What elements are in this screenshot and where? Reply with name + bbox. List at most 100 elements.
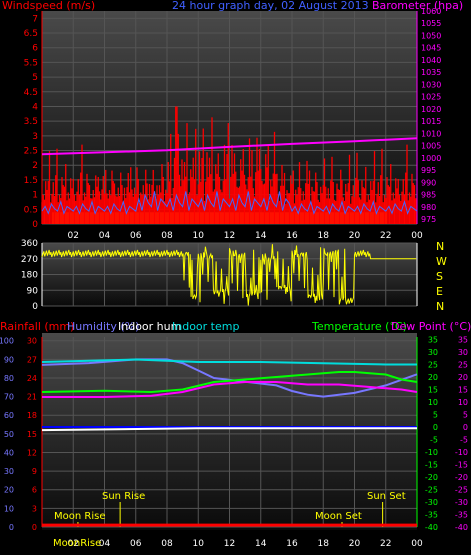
humidity-tick-label: 90 [4,355,14,364]
compass-label: N [436,240,444,253]
barometer-tick-label: 1050 [421,31,441,40]
barometer-tick-label: 1015 [421,117,441,126]
dewpoint-tick-label: -15 [455,461,468,470]
temperature-tick-label: -15 [425,461,438,470]
rain-tick-label: 21 [27,393,37,402]
humidity-tick-label: 20 [4,486,14,495]
rain-tick-label: 12 [27,448,37,457]
barometer-tick-label: 1010 [421,129,441,138]
dewpoint-tick-label: -40 [455,523,468,532]
barometer-tick-label: 1030 [421,80,441,89]
x-tick-label: 16 [286,231,298,241]
barometer-tick-label: 1035 [421,68,441,77]
x-tick-label: 08 [161,231,173,241]
humidity-tick-label: 70 [4,393,14,402]
compass-label: N [436,300,444,313]
legend-dew-point: Dew Point (°C) [391,320,471,333]
chart-title: 24 hour graph day, 02 August 2013 [172,0,369,12]
rain-tick-label: 0 [32,523,37,532]
x-tick-label: 10 [193,539,205,549]
bottom-moonrise-label: MoonRise [53,538,101,549]
x-tick-label: 06 [130,231,142,241]
legend-rainfall: Rainfall (mm) [0,320,74,333]
direction-tick-label: 0 [32,302,38,312]
barometer-tick-label: 985 [421,191,436,200]
x-tick-label: 12 [224,231,235,241]
humidity-tick-label: 30 [4,467,14,476]
wind-gust-line [41,191,418,215]
rain-tick-label: 27 [27,355,37,364]
barometer-tick-label: 1040 [421,56,441,65]
x-tick-label: 04 [99,231,111,241]
dewpoint-tick-label: 25 [458,361,468,370]
dewpoint-tick-label: 30 [458,348,468,357]
temperature-tick-label: 30 [428,348,438,357]
direction-tick-label: 360 [21,239,38,249]
barometer-tick-label: 995 [421,166,436,175]
temperature-tick-label: 20 [428,373,438,382]
wind-tick-label: 0.5 [24,205,38,215]
wind-tick-label: 1.5 [24,176,38,186]
temperature-tick-label: 15 [428,386,438,395]
x-tick-label: 14 [255,539,267,549]
wind-tick-label: 2 [32,161,38,171]
rain-tick-label: 18 [27,411,37,420]
temperature-line [41,371,418,394]
wind-tick-label: 6.5 [24,29,38,39]
wind-panel-marks [41,106,418,224]
rain-tick-label: 15 [27,430,37,439]
x-tick-label: 00 [411,539,423,549]
x-tick-label: 20 [349,231,361,241]
x-tick-label: 02 [68,231,79,241]
x-tick-label: 22 [380,539,391,549]
temperature-tick-label: -20 [425,473,438,482]
humidity-tick-label: 40 [4,448,14,457]
barometer-tick-label: 1005 [421,142,441,151]
x-tick-label: 02 [68,539,79,549]
dewpoint-tick-label: 20 [458,373,468,382]
dew-point-line [42,381,418,398]
dewpoint-tick-label: 0 [463,423,468,432]
direction-tick-label: 270 [21,255,38,265]
compass-label: S [436,270,443,283]
annotation-sun-rise: Sun Rise [102,491,145,502]
temperature-tick-label: 35 [428,336,438,345]
wind-tick-label: 3 [32,132,38,142]
wind-tick-label: 2.5 [24,147,38,157]
dewpoint-tick-label: 15 [458,386,468,395]
temperature-tick-label: -10 [425,448,438,457]
barometer-tick-label: 1000 [421,154,441,163]
temperature-tick-label: 25 [428,361,438,370]
axes-labels: 00.511.522.533.544.555.566.5797598098599… [0,7,468,549]
dewpoint-tick-label: -5 [460,436,468,445]
humidity-tick-label: 0 [9,523,14,532]
x-tick-label: 06 [130,539,142,549]
temperature-tick-label: -40 [425,523,438,532]
x-tick-label: 16 [286,539,298,549]
temperature-tick-label: -30 [425,498,438,507]
wind-direction-trace [41,244,417,306]
humidity-tick-label: 80 [4,374,14,383]
humidity-tick-label: 50 [4,430,14,439]
x-tick-label: 08 [161,539,173,549]
barometer-tick-label: 1045 [421,44,441,53]
barometer-tick-label: 975 [421,215,436,224]
x-tick-label: 12 [224,539,235,549]
temperature-tick-label: 0 [433,423,438,432]
wind-tick-label: 4 [32,102,38,112]
compass-label: W [436,255,447,268]
indoor-temp-line [41,358,417,366]
barometer-tick-label: 1025 [421,93,441,102]
wind-tick-label: 3.5 [24,117,38,127]
direction-tick-label: 180 [21,271,38,281]
wind-tick-label: 6 [32,44,38,54]
temp-panel-marks [41,358,418,527]
x-tick-label: 04 [99,539,111,549]
x-tick-label: 10 [193,231,205,241]
x-tick-label: 22 [380,231,391,241]
legend-indoor-temp: Indoor temp [172,320,239,333]
humidity-tick-label: 60 [4,411,14,420]
legend-humidity: Humidity (%) [67,320,139,333]
rain-tick-label: 24 [27,374,37,383]
